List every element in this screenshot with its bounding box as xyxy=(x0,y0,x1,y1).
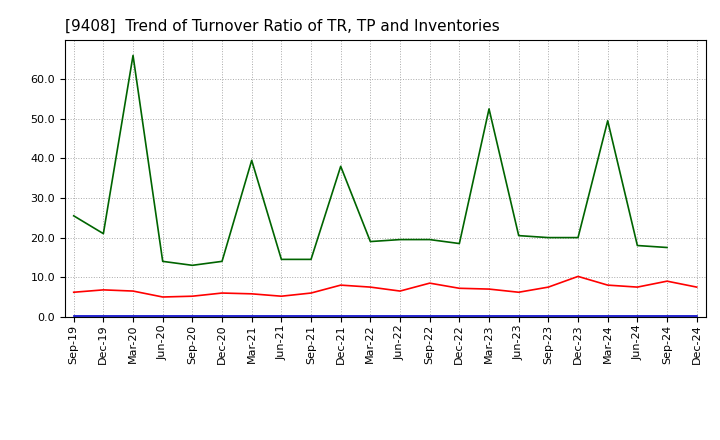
Inventories xyxy=(69,213,78,218)
Trade Payables xyxy=(158,313,167,318)
Inventories xyxy=(277,257,286,262)
Inventories xyxy=(366,239,374,244)
Trade Receivables xyxy=(366,284,374,290)
Inventories xyxy=(129,53,138,58)
Inventories xyxy=(574,235,582,240)
Line: Inventories: Inventories xyxy=(73,55,667,265)
Trade Payables xyxy=(336,313,345,318)
Trade Payables xyxy=(307,313,315,318)
Trade Receivables xyxy=(662,279,671,284)
Inventories xyxy=(544,235,553,240)
Trade Receivables xyxy=(633,284,642,290)
Trade Receivables xyxy=(693,284,701,290)
Trade Receivables xyxy=(426,281,434,286)
Trade Payables xyxy=(455,313,464,318)
Trade Payables xyxy=(129,313,138,318)
Trade Receivables xyxy=(307,290,315,296)
Inventories xyxy=(99,231,108,236)
Trade Receivables xyxy=(188,293,197,299)
Inventories xyxy=(396,237,405,242)
Trade Receivables xyxy=(544,284,553,290)
Trade Receivables xyxy=(69,290,78,295)
Trade Receivables xyxy=(99,287,108,293)
Trade Payables xyxy=(248,313,256,318)
Trade Receivables xyxy=(514,290,523,295)
Inventories xyxy=(307,257,315,262)
Inventories xyxy=(633,243,642,248)
Trade Payables xyxy=(633,313,642,318)
Trade Payables xyxy=(188,313,197,318)
Inventories xyxy=(426,237,434,242)
Trade Receivables xyxy=(129,289,138,294)
Trade Receivables xyxy=(574,274,582,279)
Inventories xyxy=(158,259,167,264)
Inventories xyxy=(217,259,226,264)
Text: [9408]  Trend of Turnover Ratio of TR, TP and Inventories: [9408] Trend of Turnover Ratio of TR, TP… xyxy=(65,19,500,34)
Trade Payables xyxy=(426,313,434,318)
Trade Receivables xyxy=(603,282,612,288)
Trade Receivables xyxy=(217,290,226,296)
Trade Payables xyxy=(277,313,286,318)
Inventories xyxy=(514,233,523,238)
Trade Payables xyxy=(693,313,701,318)
Inventories xyxy=(188,263,197,268)
Inventories xyxy=(336,164,345,169)
Trade Receivables xyxy=(248,291,256,297)
Trade Payables xyxy=(603,313,612,318)
Trade Payables xyxy=(485,313,493,318)
Trade Payables xyxy=(574,313,582,318)
Trade Receivables xyxy=(158,294,167,300)
Trade Payables xyxy=(514,313,523,318)
Trade Payables xyxy=(99,313,108,318)
Trade Payables xyxy=(662,313,671,318)
Trade Payables xyxy=(366,313,374,318)
Inventories xyxy=(485,106,493,111)
Inventories xyxy=(603,118,612,123)
Inventories xyxy=(248,158,256,163)
Trade Payables xyxy=(69,313,78,318)
Trade Receivables xyxy=(336,282,345,288)
Inventories xyxy=(662,245,671,250)
Trade Receivables xyxy=(396,289,405,294)
Trade Payables xyxy=(396,313,405,318)
Trade Receivables xyxy=(455,286,464,291)
Trade Receivables xyxy=(277,293,286,299)
Trade Payables xyxy=(217,313,226,318)
Trade Receivables xyxy=(485,286,493,292)
Line: Trade Receivables: Trade Receivables xyxy=(73,276,697,297)
Trade Payables xyxy=(544,313,553,318)
Inventories xyxy=(455,241,464,246)
